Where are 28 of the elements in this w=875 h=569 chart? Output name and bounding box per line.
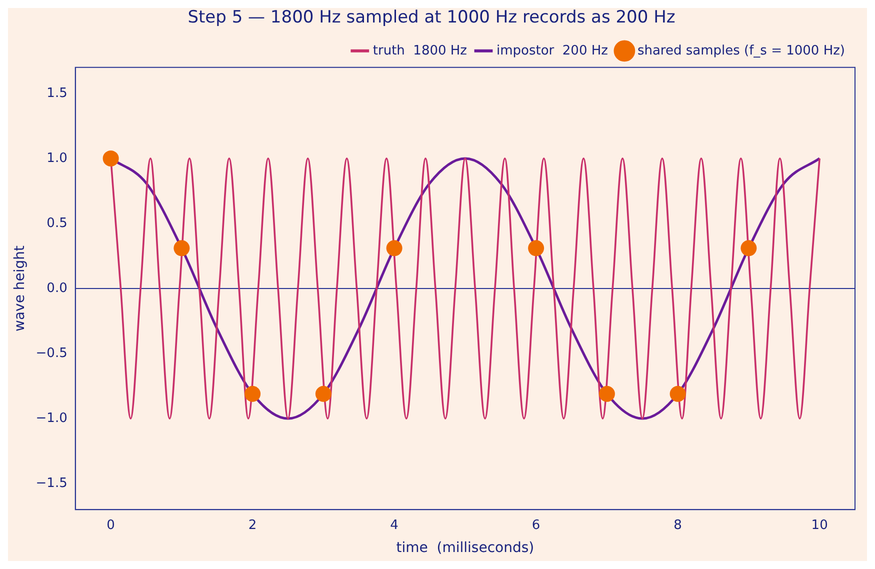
y-tick-label: 1.0 (46, 150, 68, 166)
y-tick-label: 1.5 (46, 86, 68, 101)
point (174, 240, 190, 256)
y-tick-label: 0.5 (46, 216, 68, 231)
legend-label: impostor 200 Hz (496, 43, 608, 58)
x-tick-label: 6 (532, 518, 540, 533)
point (386, 240, 402, 256)
y-axis-title: wave height (12, 244, 28, 332)
legend-label: shared samples (f_s = 1000 Hz) (637, 43, 846, 58)
point (102, 150, 119, 166)
point (670, 386, 686, 402)
point (740, 240, 757, 256)
y-tick-label: −1.0 (36, 410, 68, 426)
x-tick-label: 0 (106, 518, 115, 533)
point (315, 386, 332, 402)
y-tick-label: −1.5 (36, 476, 68, 491)
point (528, 240, 544, 256)
y-tick-label: 0.0 (46, 280, 68, 296)
y-tick-label: −0.5 (36, 346, 68, 361)
x-tick-label: 2 (248, 518, 257, 533)
x-tick-label: 8 (674, 518, 682, 533)
x-axis-title: time (milliseconds) (396, 540, 534, 556)
x-tick-label: 10 (811, 518, 828, 533)
legend-label: truth 1800 Hz (372, 43, 468, 58)
point (598, 386, 615, 402)
x-tick-label: 4 (390, 518, 398, 533)
point (244, 386, 261, 402)
chart-title: Step 5 — 1800 Hz sampled at 1000 Hz records as 200 Hz (188, 8, 676, 28)
